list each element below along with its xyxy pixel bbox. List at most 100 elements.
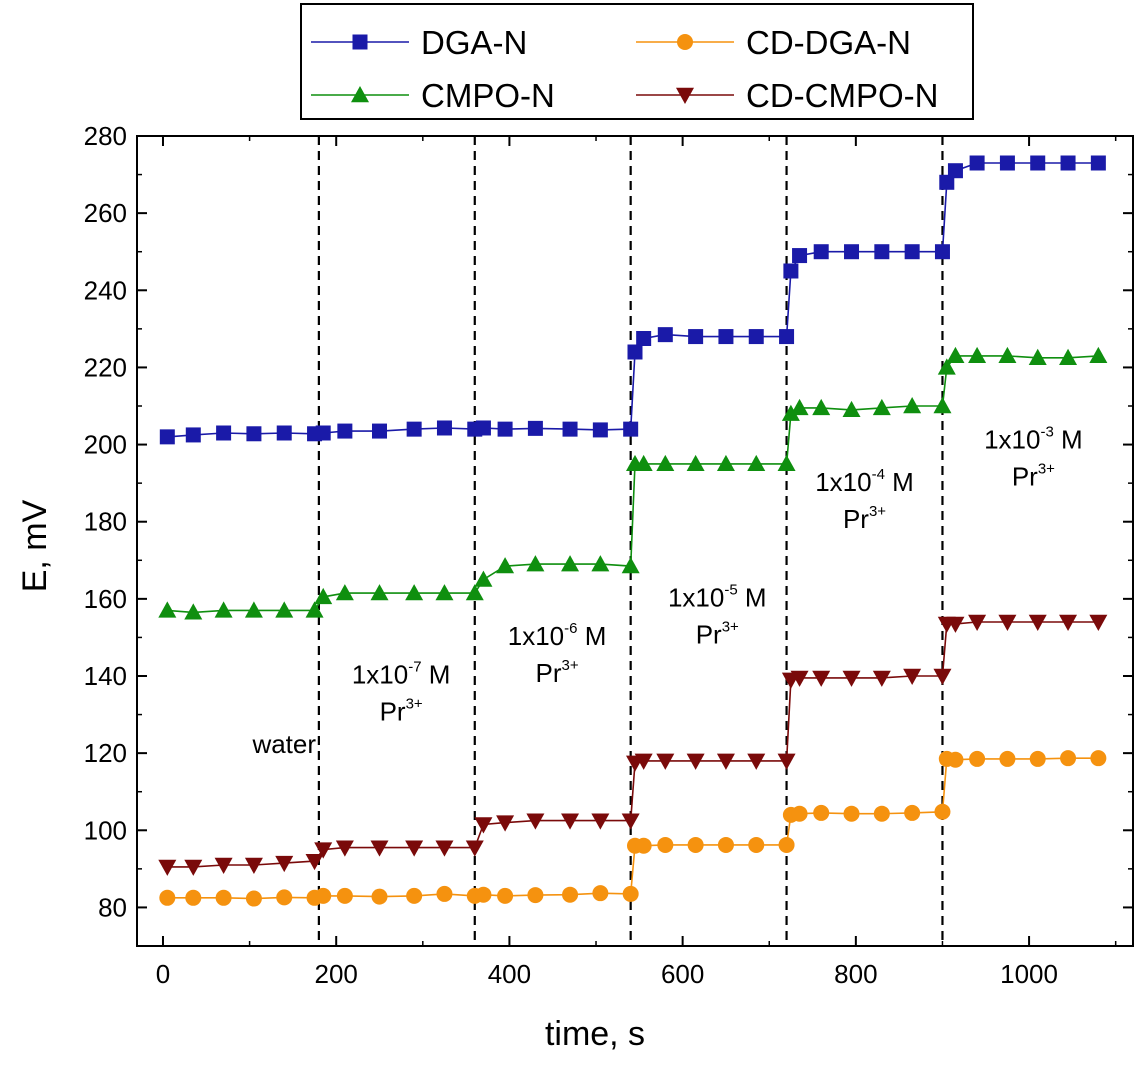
- series-cd-dga-n: [159, 750, 1107, 907]
- data-point: [592, 422, 608, 438]
- data-point: [812, 670, 831, 687]
- legend-entry-cd-cmpo-n: CD-CMPO-N: [636, 77, 938, 114]
- data-point: [779, 329, 795, 345]
- data-point: [844, 244, 860, 260]
- annotation-concentration: 1x10-4 M: [815, 466, 914, 497]
- data-point: [497, 887, 514, 904]
- plot-area: 0 200 400 600 800 1000 80 100 120 140 160 180 200 220…: [16, 121, 1134, 1053]
- data-point: [1059, 348, 1078, 365]
- data-point: [904, 244, 920, 260]
- annotation-exponent: -5: [724, 582, 737, 599]
- data-point: [636, 331, 652, 346]
- data-point: [475, 420, 491, 436]
- data-point: [496, 815, 515, 832]
- data-point: [933, 397, 952, 414]
- annotation-ion: Pr3+: [380, 696, 423, 727]
- data-point: [621, 813, 640, 830]
- data-point: [937, 358, 956, 375]
- data-point: [999, 155, 1015, 171]
- y-tick-label: 120: [84, 738, 127, 768]
- y-axis-title: E, mV: [16, 499, 54, 592]
- data-point: [999, 750, 1016, 767]
- legend-marker: [676, 87, 694, 104]
- annotation-ion-symbol: Pr: [1012, 461, 1038, 491]
- annotation-concentration: 1x10-7 M: [352, 659, 451, 690]
- data-point: [1060, 750, 1077, 767]
- data-point: [656, 454, 675, 472]
- data-point: [998, 614, 1017, 631]
- data-point: [184, 859, 203, 876]
- data-point: [405, 840, 424, 857]
- data-point: [159, 429, 175, 445]
- data-point: [436, 420, 452, 436]
- data-point: [903, 668, 922, 685]
- data-point: [627, 344, 643, 360]
- data-point: [305, 853, 324, 871]
- data-point: [1030, 155, 1046, 171]
- data-point: [656, 753, 675, 770]
- data-point: [591, 813, 610, 830]
- data-point: [872, 398, 891, 416]
- data-point: [465, 840, 484, 857]
- data-point: [465, 584, 484, 601]
- data-point: [716, 753, 735, 770]
- data-point: [406, 421, 422, 437]
- data-point: [778, 836, 795, 853]
- data-point: [371, 888, 388, 905]
- data-point: [783, 263, 799, 279]
- data-point: [748, 329, 764, 345]
- data-point: [591, 555, 610, 572]
- data-point: [561, 813, 580, 830]
- data-point: [335, 584, 354, 601]
- data-point: [184, 603, 203, 620]
- data-point: [1059, 614, 1078, 631]
- data-point: [947, 163, 963, 179]
- data-point: [496, 557, 515, 574]
- series-cd-cmpo-n: [158, 614, 1108, 876]
- data-point: [748, 836, 765, 853]
- data-point: [781, 404, 800, 421]
- legend-label: CMPO-N: [421, 77, 555, 114]
- data-point: [790, 398, 809, 416]
- data-point: [969, 750, 986, 767]
- data-point: [276, 425, 292, 441]
- data-point: [370, 840, 389, 857]
- annotation-unit: M: [738, 583, 767, 613]
- data-point: [904, 804, 921, 821]
- data-point: [474, 570, 493, 587]
- data-point: [718, 329, 734, 345]
- data-point: [634, 454, 653, 472]
- y-tick-label: 220: [84, 352, 127, 382]
- data-point: [592, 885, 609, 902]
- annotation-ion-symbol: Pr: [380, 697, 406, 727]
- annotation-concentration: 1x10-5 M: [668, 582, 767, 613]
- data-point: [1029, 750, 1046, 767]
- data-point: [1060, 155, 1076, 171]
- data-point: [158, 601, 177, 618]
- x-tick-label: 400: [488, 959, 531, 989]
- data-point: [527, 887, 544, 904]
- y-tick-label: 280: [84, 121, 127, 151]
- data-point: [158, 859, 177, 876]
- annotation-concentration: 1x10-3 M: [984, 423, 1083, 454]
- data-point: [561, 555, 580, 572]
- data-point: [1028, 348, 1047, 365]
- data-point: [933, 668, 952, 685]
- annotation-ion: Pr3+: [843, 503, 886, 534]
- data-point: [790, 670, 809, 687]
- data-point: [716, 454, 735, 472]
- data-point: [159, 889, 176, 906]
- annotation-exponent: -6: [564, 620, 577, 637]
- data-point: [474, 817, 493, 834]
- data-point: [275, 855, 294, 873]
- data-point: [747, 454, 766, 472]
- legend-entry-dga-n: DGA-N: [311, 24, 527, 61]
- x-tick-label: 0: [156, 959, 170, 989]
- annotation-exponent: -3: [1040, 423, 1053, 440]
- data-point: [903, 397, 922, 414]
- data-point: [969, 155, 985, 171]
- y-tick-label: 180: [84, 507, 127, 537]
- annotation-ion-symbol: Pr: [843, 504, 869, 534]
- x-tick-label: 1000: [1000, 959, 1058, 989]
